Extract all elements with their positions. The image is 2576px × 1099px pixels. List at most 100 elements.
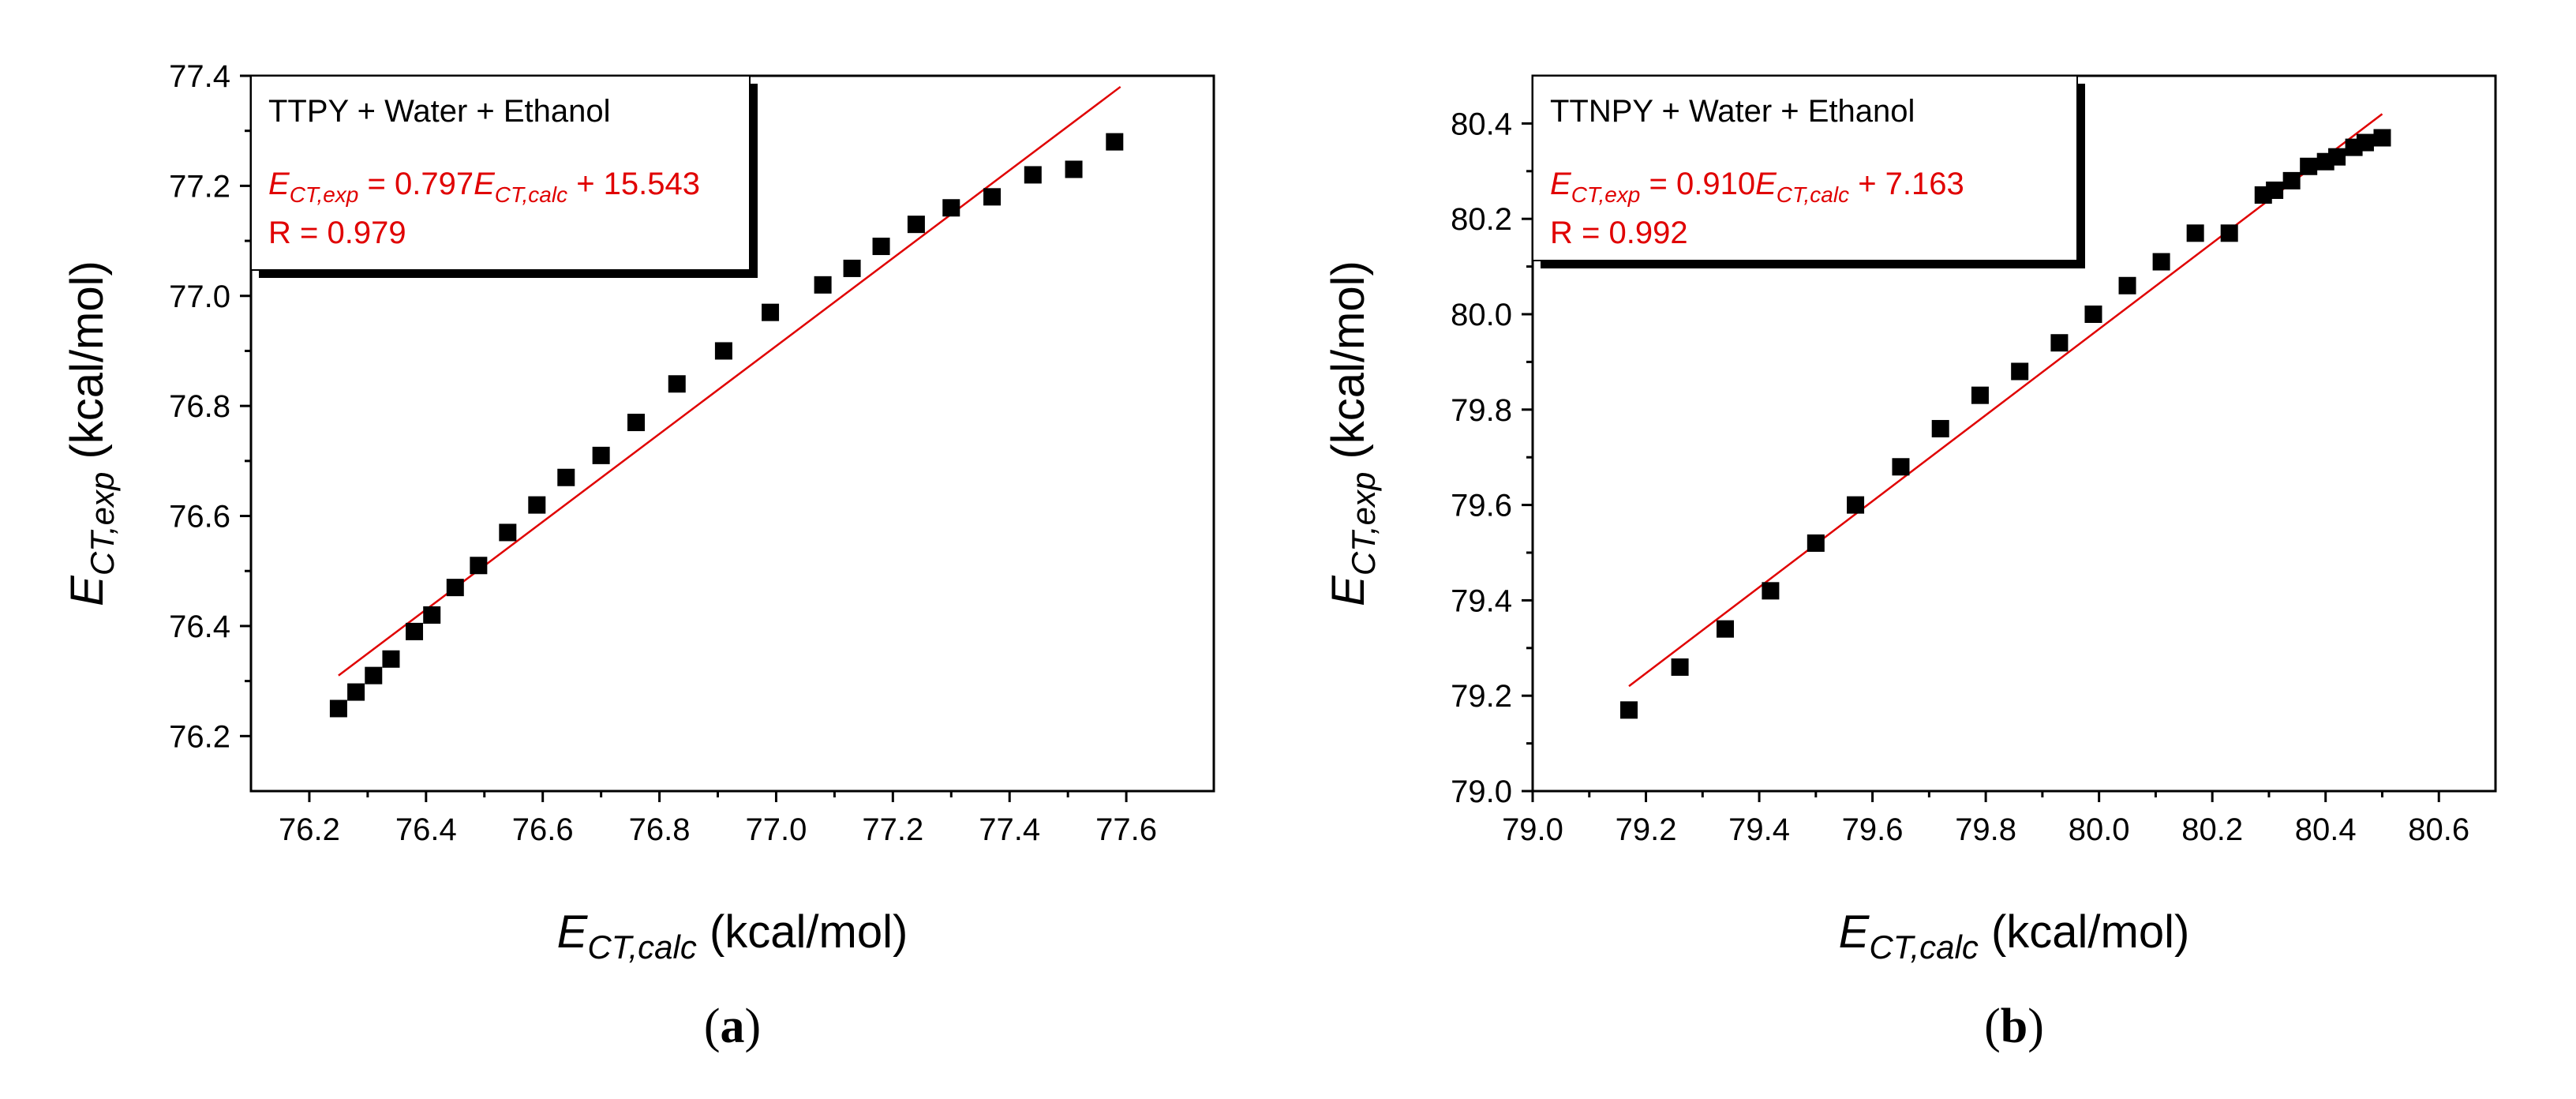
data-point [2300, 157, 2318, 175]
y-tick-label: 79.8 [1451, 393, 1512, 428]
legend-title: TTPY + Water + Ethanol [268, 94, 611, 129]
data-point [446, 579, 464, 597]
data-point [668, 375, 686, 393]
y-tick-label: 77.0 [169, 279, 230, 314]
panel-label: (a) [704, 1000, 761, 1053]
data-point [2282, 171, 2301, 189]
eq-mid: = 0.910 [1640, 167, 1755, 201]
data-point [843, 259, 861, 277]
x-axis-label-main: E [1839, 906, 1870, 958]
data-point [1762, 582, 1780, 600]
y-axis-label-sub: CT,exp [84, 472, 121, 576]
y-axis-label-unit: (kcal/mol) [62, 261, 113, 471]
data-point [2266, 181, 2284, 199]
data-point [347, 683, 365, 701]
eq-e1: E [268, 167, 290, 201]
data-point [1717, 620, 1734, 638]
x-tick-label: 79.2 [1616, 812, 1677, 847]
legend-title: TTNPY + Water + Ethanol [1550, 94, 1915, 129]
y-axis-label-main: E [1323, 575, 1374, 606]
legend-r-value: R = 0.979 [268, 216, 406, 250]
y-tick-label: 80.2 [1451, 202, 1512, 237]
y-tick-label: 79.2 [1451, 679, 1512, 714]
eq-suffix: + 15.543 [567, 167, 700, 201]
legend-r-value: R = 0.992 [1550, 216, 1688, 250]
data-point [2152, 253, 2170, 271]
data-point [762, 303, 780, 321]
data-point [406, 622, 424, 640]
data-point [2356, 133, 2374, 152]
data-point [1024, 166, 1042, 184]
x-tick-label: 80.0 [2069, 812, 2130, 847]
panel-label-open: ( [704, 1000, 721, 1053]
y-tick-label: 77.4 [169, 59, 230, 94]
data-point [2373, 129, 2391, 147]
y-axis-label: ECT,exp (kcal/mol) [62, 261, 121, 606]
fit-line [1628, 113, 2383, 688]
eq-e1: E [1550, 167, 1572, 201]
x-tick-label: 79.6 [1842, 812, 1904, 847]
eq-sub2: CT,calc [495, 182, 567, 207]
x-tick-label: 79.4 [1728, 812, 1790, 847]
panel-label: (b) [1984, 1000, 2044, 1053]
data-point [2328, 148, 2346, 166]
data-point [499, 523, 517, 542]
x-tick-label: 76.6 [512, 812, 574, 847]
eq-sub2: CT,calc [1777, 182, 1849, 207]
legend-box [1532, 75, 2078, 261]
y-tick-label: 79.4 [1451, 583, 1512, 618]
x-axis-label-sub: CT,calc [587, 928, 697, 966]
data-point [1620, 701, 1638, 719]
data-point [627, 414, 645, 432]
y-tick-label: 79.6 [1451, 489, 1512, 523]
legend-box [250, 75, 751, 271]
panel-label-letter: a [721, 1000, 745, 1053]
panel-label-close: ) [2027, 1000, 2044, 1053]
panel-label-letter: b [2001, 1000, 2027, 1053]
eq-sub1: CT,exp [290, 182, 359, 207]
panel-label-close: ) [745, 1000, 762, 1053]
data-point [365, 666, 383, 685]
x-tick-label: 76.8 [629, 812, 691, 847]
eq-e2: E [1755, 167, 1777, 201]
legend-equation: ECT,exp = 0.910ECT,calc + 7.163 [1550, 167, 1964, 207]
data-point [470, 557, 488, 575]
x-tick-label: 79.8 [1955, 812, 2016, 847]
data-point [1892, 458, 1910, 476]
x-axis-label-main: E [557, 906, 589, 958]
data-point [714, 342, 732, 360]
legend-equation: ECT,exp = 0.797ECT,calc + 15.543 [268, 167, 700, 207]
x-tick-label: 80.2 [2181, 812, 2243, 847]
y-axis-label-sub: CT,exp [1345, 472, 1382, 576]
y-tick-label: 79.0 [1451, 775, 1512, 809]
x-tick-label: 76.2 [279, 812, 340, 847]
y-axis-label-unit: (kcal/mol) [1323, 261, 1374, 471]
eq-e2: E [474, 167, 496, 201]
data-point [1847, 496, 1865, 514]
data-point [528, 496, 546, 514]
x-axis-label-unit: (kcal/mol) [697, 906, 908, 958]
data-point [557, 468, 575, 486]
y-axis-label-main: E [62, 575, 113, 606]
x-tick-label: 77.0 [746, 812, 807, 847]
data-point [1671, 658, 1689, 676]
data-point [2220, 224, 2238, 242]
data-point [2084, 306, 2102, 323]
data-point [2186, 224, 2204, 242]
data-point [382, 650, 400, 668]
data-point [942, 199, 960, 217]
eq-sub1: CT,exp [1571, 182, 1641, 207]
y-tick-label: 76.6 [169, 500, 230, 534]
data-point [907, 216, 925, 234]
data-point [1931, 419, 1949, 437]
data-point [1807, 534, 1825, 552]
eq-mid: = 0.797 [358, 167, 474, 201]
y-tick-label: 76.4 [169, 610, 230, 644]
plot-panel-b: 79.0 79.2 79.4 79.6 79.8 80.0 80.2 80.4 80.6 79.0… [1323, 74, 2497, 1053]
x-tick-label: 80.6 [2408, 812, 2469, 847]
y-tick-label: 80.0 [1451, 298, 1512, 332]
data-point [872, 238, 890, 256]
y-tick-label: 80.4 [1451, 107, 1512, 141]
data-point [1971, 386, 1989, 404]
panel-label-open: ( [1984, 1000, 2001, 1053]
